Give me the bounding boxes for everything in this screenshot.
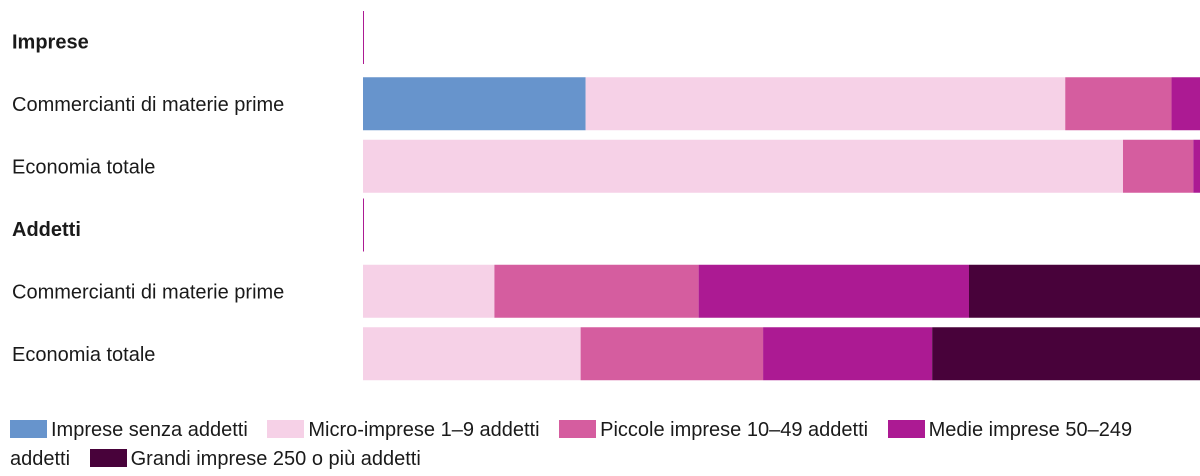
legend-label: Piccole imprese 10–49 addetti xyxy=(600,419,869,441)
legend-item-imprese-senza-addetti: Imprese senza addetti xyxy=(10,419,248,441)
bar-segment xyxy=(585,77,1066,131)
bar-segment xyxy=(1122,139,1194,193)
row-label: Commercianti di materie prime xyxy=(12,281,284,303)
legend-item-grandi-imprese: Grandi imprese 250 o più addetti xyxy=(89,448,421,470)
legend-label: Grandi imprese 250 o più addetti xyxy=(130,448,421,470)
row-label: Economia totale xyxy=(12,344,155,366)
bar-segment xyxy=(968,264,1200,318)
legend-swatch xyxy=(559,420,597,438)
bar-segment xyxy=(698,264,969,318)
legend-item-piccole-imprese: Piccole imprese 10–49 addetti xyxy=(559,419,868,441)
legend-item-medie-imprese: Medie imprese 50–249 addetti xyxy=(10,419,1132,470)
bar-segment xyxy=(363,139,1123,193)
group-label: Addetti xyxy=(12,219,81,241)
row-label: Commercianti di materie prime xyxy=(12,94,284,116)
bar-segment xyxy=(363,327,581,381)
bar-segment xyxy=(363,77,586,131)
legend-swatch xyxy=(10,420,47,438)
legend-label: Micro-imprese 1–9 addetti xyxy=(308,419,540,441)
stacked-bar-chart: Imprese Commercianti di materie prime Econ… xyxy=(12,11,1200,381)
bar-segments xyxy=(363,11,1200,381)
bar-segment xyxy=(932,327,1200,381)
legend-swatch xyxy=(887,420,925,438)
bar-segment xyxy=(1171,77,1200,131)
row-label: Economia totale xyxy=(12,156,155,178)
legend-label: Medie imprese 50–249 addetti xyxy=(10,419,1133,470)
row-labels: Imprese Commercianti di materie prime Econ… xyxy=(12,31,284,366)
group-label: Imprese xyxy=(12,31,89,53)
bar-segment xyxy=(763,327,933,381)
legend-swatch xyxy=(89,449,127,467)
legend-label: Imprese senza addetti xyxy=(51,419,248,441)
bar-segment xyxy=(1193,139,1200,193)
bar-segment xyxy=(580,327,764,381)
bar-segment xyxy=(363,264,495,318)
bar-segment xyxy=(494,264,699,318)
legend-swatch xyxy=(267,420,305,438)
legend-item-micro-imprese: Micro-imprese 1–9 addetti xyxy=(267,419,540,441)
chart-legend: Imprese senza addetti Micro-imprese 1–9 … xyxy=(10,416,1180,474)
bar-segment xyxy=(1065,77,1172,131)
